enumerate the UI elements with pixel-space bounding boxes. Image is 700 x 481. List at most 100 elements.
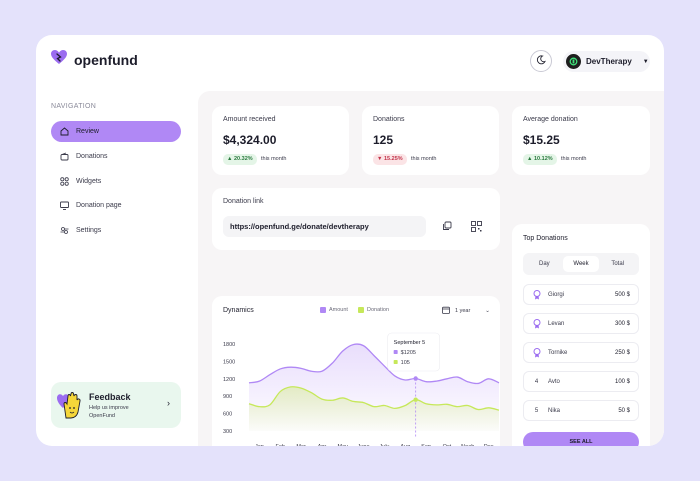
x-tick-label: Apr	[318, 444, 327, 446]
series-line	[248, 386, 500, 411]
legend-swatch	[320, 307, 326, 313]
x-tick-label: Noah	[461, 444, 474, 446]
dynamics-card: Dynamics Amount Donation 1 year ⌄ 1800 15…	[212, 296, 500, 446]
chevron-down-icon: ▼	[642, 58, 649, 65]
user-menu[interactable]: DevTherapy ▼	[563, 51, 650, 72]
stat-card-donations: Donations 125 ▼ 15.25% this month	[362, 106, 499, 175]
tooltip-date: September 5	[394, 340, 426, 346]
widgets-icon	[60, 177, 69, 186]
monitor-icon	[60, 201, 69, 210]
donor-amount: 100 $	[614, 378, 630, 385]
donation-link-field[interactable]: https://openfund.ge/donate/devtherapy	[223, 216, 426, 237]
stat-value: 125	[373, 133, 394, 147]
donor-row[interactable]: 5 Nika 50 $	[523, 400, 639, 421]
stat-value: $4,324.00	[223, 133, 277, 147]
donor-amount: 300 $	[614, 320, 630, 327]
tab-day[interactable]: Day	[539, 261, 550, 267]
donor-row[interactable]: Tornike 250 $	[523, 342, 639, 363]
legend-amount: Amount	[320, 307, 348, 313]
tooltip-box	[387, 332, 440, 372]
sidebar-item-donations[interactable]: Donations	[51, 146, 181, 167]
donor-name: Levan	[548, 320, 565, 327]
sidebar-item-review[interactable]: Review	[51, 121, 181, 142]
chevron-right-icon[interactable]: ›	[167, 398, 170, 408]
user-name: DevTherapy	[586, 57, 632, 66]
feedback-card[interactable]: Feedback Help us improve OpenFund ›	[51, 382, 181, 428]
series-line	[248, 343, 500, 385]
tab-total[interactable]: Total	[611, 261, 625, 267]
nav-title: NAVIGATION	[51, 103, 97, 110]
y-tick-label: 900	[223, 394, 232, 400]
donation-link-label: Donation link	[223, 198, 264, 205]
app-name: openfund	[74, 51, 138, 68]
donor-row[interactable]: Levan 300 $	[523, 313, 639, 334]
period-tabs: Day Week Total	[523, 253, 639, 275]
tooltip-amount: $1205	[401, 350, 416, 356]
tooltip-point-amount	[413, 376, 418, 381]
medal-icon	[532, 289, 541, 300]
top-donations-title: Top Donations	[523, 235, 568, 242]
x-tick-label: Oct	[443, 444, 452, 446]
stat-card-average: Average donation $15.25 ▲ 10.12% this mo…	[512, 106, 650, 175]
period-select[interactable]: 1 year ⌄	[442, 306, 490, 316]
sidebar-item-settings[interactable]: Settings	[51, 220, 181, 241]
tooltip-swatch	[393, 360, 398, 364]
see-all-button[interactable]: SEE ALL	[523, 432, 639, 446]
donor-name: Giorgi	[548, 291, 565, 298]
calendar-icon	[442, 306, 450, 316]
stat-label: Average donation	[523, 116, 578, 123]
stat-change-badge: ▼ 15.25%	[373, 154, 407, 165]
sidebar-item-widgets[interactable]: Widgets	[51, 171, 181, 192]
donor-name: Tornike	[548, 349, 568, 356]
donor-rank: 5	[534, 407, 539, 414]
y-tick-label: 1800	[223, 342, 235, 348]
sidebar-item-label: Review	[76, 128, 99, 135]
app-window: openfund DevTherapy ▼ NAVIGATION Review …	[36, 35, 664, 446]
stat-card-amount: Amount received $4,324.00 ▲ 20.32% this …	[212, 106, 349, 175]
stat-change-badge: ▲ 20.32%	[223, 154, 257, 165]
x-tick-label: June	[358, 444, 370, 446]
sidebar-item-label: Settings	[76, 227, 102, 234]
moon-icon	[536, 52, 546, 70]
heart-logo-icon	[50, 49, 68, 70]
stat-period: this month	[411, 156, 437, 162]
x-tick-label: May	[338, 444, 349, 446]
theme-toggle-button[interactable]	[530, 50, 552, 72]
stat-period: this month	[261, 156, 287, 162]
copy-icon[interactable]	[441, 220, 453, 232]
sidebar-item-donation-page[interactable]: Donation page	[51, 195, 181, 216]
y-tick-label: 600	[223, 412, 232, 418]
y-tick-label: 300	[223, 429, 232, 435]
dynamics-chart: 1800 1500 1200 900 600 300 Jan Feb Mar Apr May June…	[223, 332, 500, 446]
y-tick-label: 1500	[223, 359, 235, 365]
sidebar-item-label: Donation page	[76, 202, 122, 209]
waving-hand-icon	[55, 388, 83, 427]
donation-link-card: Donation link https://openfund.ge/donate…	[212, 188, 500, 250]
tooltip-point-donation	[413, 397, 418, 402]
avatar	[566, 54, 581, 69]
x-tick-label: July	[380, 444, 390, 446]
sidebar-item-label: Donations	[76, 153, 108, 160]
stat-label: Amount received	[223, 116, 276, 123]
top-donations-card: Top Donations Day Week Total Giorgi 500 $…	[512, 224, 650, 446]
wallet-icon	[60, 152, 69, 161]
period-select-value: 1 year	[455, 308, 471, 314]
feedback-title: Feedback	[89, 392, 131, 402]
donor-amount: 500 $	[614, 291, 630, 298]
stat-value: $15.25	[523, 133, 560, 147]
donor-row[interactable]: 4 Avto 100 $	[523, 371, 639, 392]
y-tick-label: 1200	[223, 377, 235, 383]
series-area	[249, 386, 499, 431]
x-tick-label: Sep	[421, 444, 431, 446]
donor-amount: 250 $	[614, 349, 630, 356]
sidebar-item-label: Widgets	[76, 178, 102, 185]
x-tick-label: Aug	[400, 444, 410, 446]
donor-row[interactable]: Giorgi 500 $	[523, 284, 639, 305]
donor-name: Avto	[548, 378, 560, 385]
qr-code-icon[interactable]	[470, 220, 482, 232]
donor-rank: 4	[534, 378, 539, 385]
x-tick-label: Jan	[255, 444, 264, 446]
logo[interactable]: openfund	[50, 49, 138, 70]
chevron-down-icon: ⌄	[485, 308, 490, 314]
tab-week[interactable]: Week	[562, 256, 600, 272]
